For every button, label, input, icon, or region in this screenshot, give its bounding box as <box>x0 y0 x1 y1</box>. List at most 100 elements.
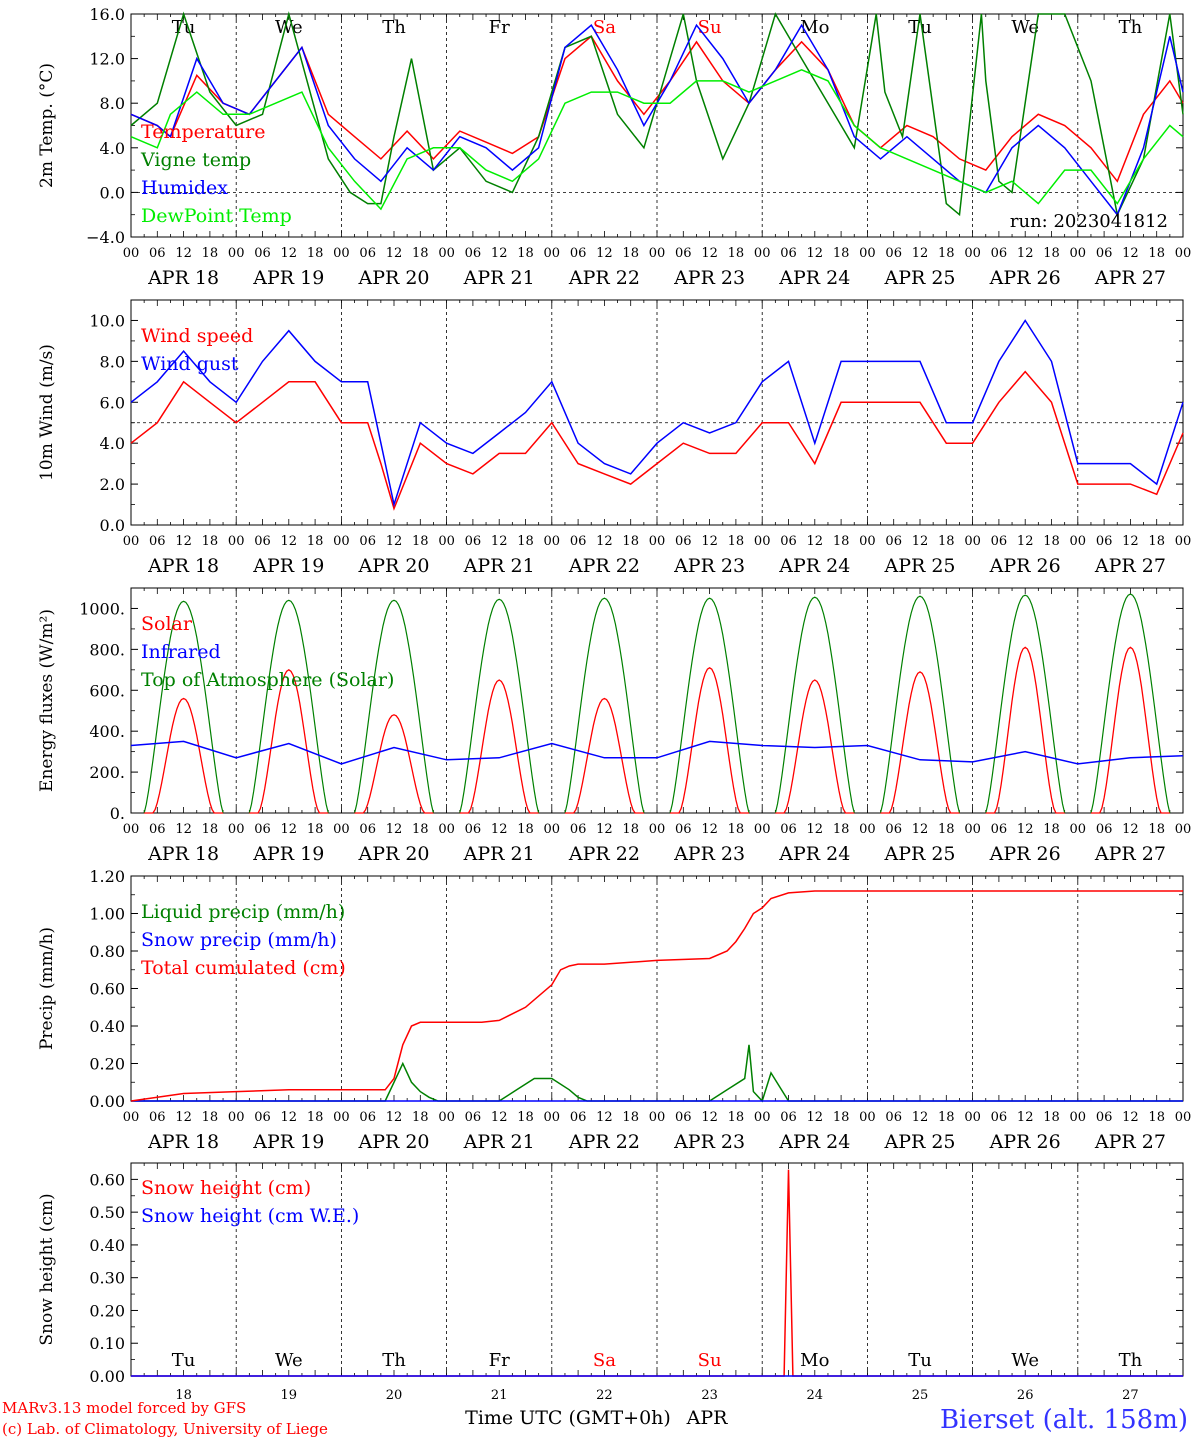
x-tick-label: 06 <box>570 1110 587 1125</box>
y-axis-label: Snow height (cm) <box>37 1193 57 1345</box>
panel-1: −4.0 0.0 4.0 8.0 12.0 16.0 2m Temp. (°C) 00 06 12… <box>37 5 1191 289</box>
x-tick-label: 06 <box>254 246 271 261</box>
x-tick-label: 18 <box>412 534 429 549</box>
series-line-solar <box>144 646 1170 814</box>
x-tick-label: 00 <box>754 246 771 261</box>
day-number-label: 23 <box>701 1388 718 1403</box>
x-tick-label: 18 <box>517 1110 534 1125</box>
x-tick-label: 06 <box>570 246 587 261</box>
x-tick-label: 00 <box>649 822 666 837</box>
y-axis-label: Precip (mm/h) <box>37 927 57 1050</box>
x-tick-label: 06 <box>149 534 166 549</box>
x-tick-label: 12 <box>281 246 298 261</box>
x-tick-label: 12 <box>386 822 403 837</box>
y-tick-label: 0.10 <box>89 1334 125 1353</box>
weekday-label: Su <box>698 1350 722 1371</box>
x-tick-label: 12 <box>386 246 403 261</box>
x-tick-label: 00 <box>964 1110 981 1125</box>
x-tick-label: 00 <box>228 822 245 837</box>
legend-entry: Top of Atmosphere (Solar) <box>141 669 394 691</box>
x-tick-label: 00 <box>228 534 245 549</box>
date-label: APR 23 <box>673 1131 745 1153</box>
day-number-label: 18 <box>175 1388 192 1403</box>
x-tick-label: 12 <box>596 246 613 261</box>
x-tick-label: 18 <box>622 534 639 549</box>
y-tick-label: 800. <box>89 640 125 659</box>
x-tick-label: 12 <box>175 246 192 261</box>
y-tick-label: 0.00 <box>89 1367 125 1386</box>
series-line-2 <box>130 11 1184 218</box>
x-tick-label: 18 <box>412 246 429 261</box>
x-tick-label: 06 <box>359 822 376 837</box>
x-tick-label: 00 <box>754 822 771 837</box>
x-tick-label: 06 <box>991 1110 1008 1125</box>
x-tick-label: 18 <box>1043 1110 1060 1125</box>
x-tick-label: 18 <box>622 822 639 837</box>
series-line-3 <box>130 890 1183 1102</box>
date-label: APR 26 <box>989 843 1061 865</box>
x-tick-label: 06 <box>1096 246 1113 261</box>
x-tick-label: 18 <box>728 1110 745 1125</box>
date-label: APR 27 <box>1094 555 1166 577</box>
x-tick-label: 18 <box>1043 822 1060 837</box>
x-tick-label: 18 <box>1148 822 1165 837</box>
x-tick-label: 00 <box>333 1110 350 1125</box>
x-tick-label: 18 <box>938 1110 955 1125</box>
date-label: APR 21 <box>463 843 535 865</box>
y-tick-label: 0.0 <box>100 183 125 202</box>
x-tick-label: 06 <box>570 534 587 549</box>
series-line-1 <box>131 1044 1183 1103</box>
x-tick-label: 12 <box>491 246 508 261</box>
x-tick-label: 18 <box>1148 1110 1165 1125</box>
plot-frame <box>130 299 1184 526</box>
date-label: APR 24 <box>778 267 850 289</box>
x-tick-label: 12 <box>1017 822 1034 837</box>
date-label: APR 18 <box>147 267 219 289</box>
x-tick-label: 00 <box>1175 822 1192 837</box>
x-tick-label: 00 <box>438 246 455 261</box>
y-tick-label: 0.60 <box>89 1170 125 1189</box>
y-tick-label: 1000. <box>79 599 125 618</box>
date-label: APR 26 <box>989 267 1061 289</box>
date-label: APR 24 <box>778 843 850 865</box>
x-tick-label: 06 <box>570 822 587 837</box>
x-tick-label: 18 <box>622 1110 639 1125</box>
x-tick-label: 00 <box>438 1110 455 1125</box>
x-tick-label: 12 <box>491 822 508 837</box>
x-axis-label: Time UTC (GMT+0h) <box>465 1407 671 1429</box>
x-tick-label: 06 <box>675 1110 692 1125</box>
weekday-label: Th <box>1119 17 1143 38</box>
date-label: APR 26 <box>989 1131 1061 1153</box>
legend-entry: Snow precip (mm/h) <box>141 929 337 951</box>
x-tick-label: 06 <box>1096 534 1113 549</box>
panel-5: 0.00 0.10 0.20 0.30 0.40 0.50 0.60 Snow height … <box>37 1162 1184 1386</box>
x-tick-label: 12 <box>386 534 403 549</box>
date-label: APR 20 <box>357 555 429 577</box>
panel-3: 0. 200. 400. 600. 800. 1000. Energy fluxes (W/… <box>37 587 1192 865</box>
date-label: APR 19 <box>252 555 324 577</box>
date-label: APR 25 <box>883 555 955 577</box>
x-tick-label: 00 <box>544 534 561 549</box>
x-tick-label: 18 <box>833 822 850 837</box>
x-tick-label: 18 <box>202 534 219 549</box>
x-tick-label: 12 <box>491 534 508 549</box>
x-tick-label: 00 <box>544 822 561 837</box>
x-tick-label: 00 <box>333 822 350 837</box>
x-tick-label: 12 <box>596 1110 613 1125</box>
day-number-label: 20 <box>386 1388 403 1403</box>
panel-4: 0.00 0.20 0.40 0.60 0.80 1.00 1.20 Precip (mm/h… <box>37 867 1191 1153</box>
date-label: APR 22 <box>568 843 640 865</box>
x-tick-label: 18 <box>938 534 955 549</box>
x-tick-label: 12 <box>807 534 824 549</box>
x-tick-label: 06 <box>885 822 902 837</box>
x-tick-label: 06 <box>465 1110 482 1125</box>
x-tick-label: 18 <box>517 822 534 837</box>
x-tick-label: 06 <box>359 534 376 549</box>
x-tick-label: 12 <box>281 822 298 837</box>
weekday-label: Fr <box>489 17 510 38</box>
x-tick-label: 06 <box>254 1110 271 1125</box>
x-tick-label: 12 <box>596 534 613 549</box>
y-tick-label: 4.0 <box>100 139 125 158</box>
x-tick-label: 00 <box>859 1110 876 1125</box>
